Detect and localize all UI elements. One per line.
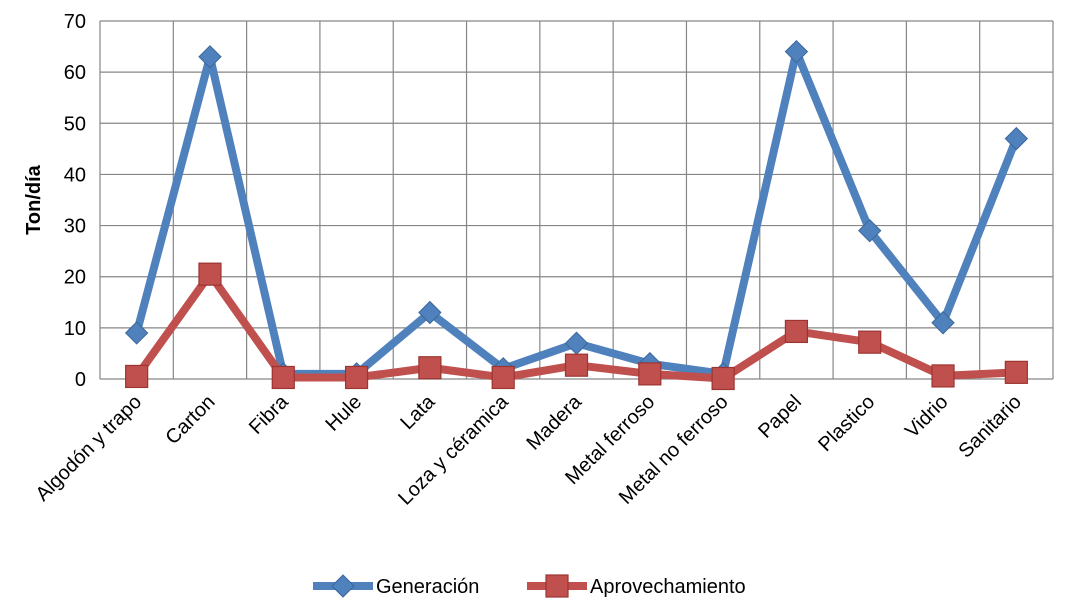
data-point (784, 319, 809, 344)
y-tick-label: 60 (64, 62, 86, 84)
data-point (198, 262, 222, 286)
data-point (124, 321, 149, 345)
data-point (271, 365, 295, 390)
data-point (931, 364, 955, 388)
series (124, 39, 1029, 391)
data-point (858, 218, 882, 243)
y-tick-label: 40 (64, 164, 86, 186)
data-point (125, 364, 149, 389)
data-point (344, 365, 369, 390)
legend: Generación Aprovechamiento (313, 574, 746, 598)
y-tick-label: 0 (75, 369, 86, 391)
data-point (638, 362, 662, 386)
x-tick-label: Algodón y trapo (32, 391, 147, 506)
legend-label: Aprovechamiento (590, 576, 746, 598)
x-tick-label: Lata (396, 390, 440, 434)
data-point (931, 311, 955, 335)
x-tick-label: Fibra (245, 390, 293, 438)
x-tick-label: Madera (523, 390, 587, 454)
legend-item: Generación (313, 574, 479, 598)
data-point (784, 39, 809, 64)
data-point (1004, 360, 1028, 384)
data-point (198, 45, 222, 69)
x-tick-label: Carton (161, 391, 219, 449)
data-point (1004, 126, 1029, 151)
data-point (491, 365, 515, 390)
y-axis-label: Ton/día (23, 164, 45, 234)
x-tick-label: Papel (754, 391, 806, 443)
data-point (418, 300, 442, 325)
data-point (418, 356, 442, 380)
x-tick-label: Vidrio (901, 391, 952, 442)
y-axis-ticks: 0 10 20 30 40 50 60 70 (64, 11, 86, 391)
legend-marker (545, 574, 569, 598)
data-point (858, 330, 882, 354)
y-tick-label: 10 (64, 318, 86, 340)
x-tick-label: Sanitario (955, 391, 1026, 462)
data-point (711, 366, 735, 391)
data-point (564, 331, 589, 355)
y-tick-label: 30 (64, 216, 86, 238)
y-tick-label: 20 (64, 267, 86, 289)
data-point (564, 353, 589, 377)
series-2 (125, 262, 1028, 391)
y-tick-label: 70 (64, 11, 86, 33)
x-tick-label: Hule (321, 391, 366, 436)
x-tick-label: Plastico (814, 391, 879, 456)
series-1 (124, 39, 1029, 386)
series-line (132, 47, 1021, 378)
y-tick-label: 50 (64, 113, 86, 135)
legend-marker (331, 574, 355, 598)
legend-label: Generación (376, 576, 479, 598)
legend-item: Aprovechamiento (527, 574, 746, 598)
